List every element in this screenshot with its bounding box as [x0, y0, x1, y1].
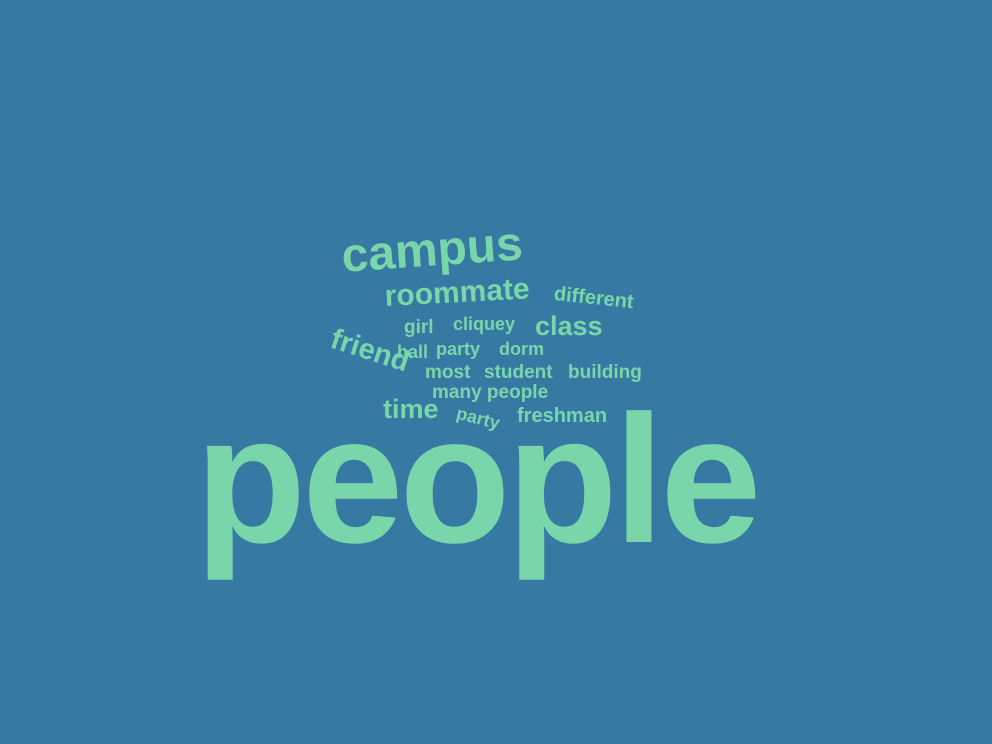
word-cliquey: cliquey: [453, 314, 516, 334]
word-class: class: [535, 311, 603, 341]
word-different: different: [552, 283, 635, 314]
word-student: student: [484, 362, 553, 383]
word-girl: girl: [404, 317, 434, 338]
word-freshman: freshman: [517, 405, 608, 427]
word-most: most: [425, 362, 471, 383]
word-time: time: [383, 394, 439, 424]
word-party: party: [436, 339, 481, 359]
word-dorm: dorm: [499, 339, 544, 359]
word-campus: campus: [339, 217, 525, 283]
word-building: building: [568, 362, 642, 383]
word-hall: hall: [397, 342, 429, 362]
word-many-people: many people: [432, 382, 549, 403]
word-roommate: roommate: [383, 272, 531, 313]
word-people-large: people: [195, 377, 762, 581]
